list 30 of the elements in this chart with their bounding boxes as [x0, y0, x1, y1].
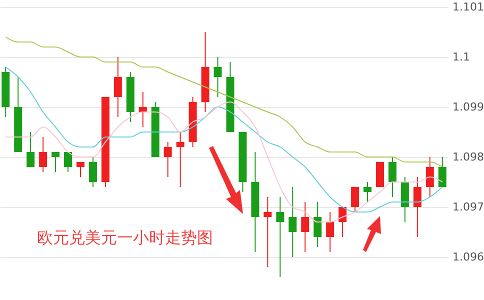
candlestick: [76, 162, 84, 178]
candlestick: [176, 132, 184, 188]
candlestick: [214, 56, 222, 98]
candlestick: [364, 182, 372, 202]
candlestick: [388, 156, 396, 198]
candlestick: [426, 156, 434, 198]
y-tick-label: 1.096: [452, 250, 484, 264]
candlestick: [26, 132, 35, 168]
candlestick: [264, 196, 272, 268]
candlestick: [164, 142, 172, 178]
y-tick-label: 1.1: [452, 50, 470, 64]
candlestick: [438, 156, 446, 188]
candlestick: [114, 56, 122, 118]
y-tick-label: 1.099: [452, 100, 484, 114]
candlestick: [52, 152, 60, 172]
candlestick: [351, 186, 360, 212]
candlestick: [288, 186, 297, 258]
y-tick-label: 1.097: [452, 200, 484, 214]
candlestick: [314, 202, 322, 248]
candlestick: [64, 152, 72, 172]
y-tick-label: 1.098: [452, 150, 484, 164]
y-tick-label: 1.101: [452, 0, 484, 14]
candlestick: [301, 202, 310, 252]
annotation: 欧元兑美元一小时走势图: [37, 228, 213, 247]
candlestick: [276, 196, 284, 278]
candlestick: [88, 156, 97, 188]
candlestick: [326, 212, 334, 252]
candlestick: [39, 136, 48, 172]
candlestick: [138, 92, 147, 128]
candlestick: [413, 176, 422, 238]
